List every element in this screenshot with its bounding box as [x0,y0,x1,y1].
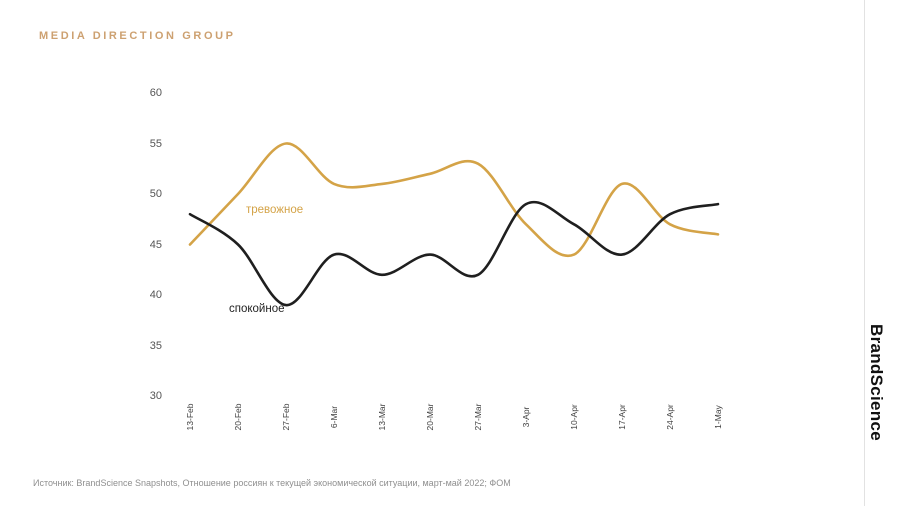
y-tick-label: 30 [149,390,162,402]
brand-header: MEDIA DIRECTION GROUP [39,30,236,42]
x-tick-label: 1-May [713,405,723,429]
x-tick-label: 27-Mar [473,403,483,431]
x-tick-label: 17-Apr [617,404,627,430]
y-tick-label: 60 [149,87,162,99]
series-label-calm: спокойное [229,303,285,315]
x-tick-label: 10-Apr [569,404,579,430]
x-tick-label: 27-Feb [281,403,291,431]
y-tick-label: 45 [149,238,162,251]
x-tick-label: 24-Apr [665,404,675,430]
series-line-calm [188,200,720,307]
brandscience-logo: BrandScience [867,324,886,441]
series-line-anxious [188,142,720,258]
y-tick-label: 40 [149,289,162,301]
x-tick-label: 13-Feb [185,403,195,431]
series-label-anxious: тревожное [246,204,304,216]
y-tick-label: 50 [149,188,162,200]
y-tick-label: 55 [149,137,162,150]
x-tick-label: 3-Apr [521,406,531,428]
y-tick-label: 35 [149,339,162,352]
x-tick-label: 20-Mar [425,403,435,431]
x-tick-label: 6-Mar [329,405,339,429]
x-tick-label: 13-Mar [377,403,387,431]
source-note: Источник: BrandScience Snapshots, Отноше… [33,478,511,488]
x-tick-label: 20-Feb [233,403,243,431]
divider-line [864,0,865,506]
